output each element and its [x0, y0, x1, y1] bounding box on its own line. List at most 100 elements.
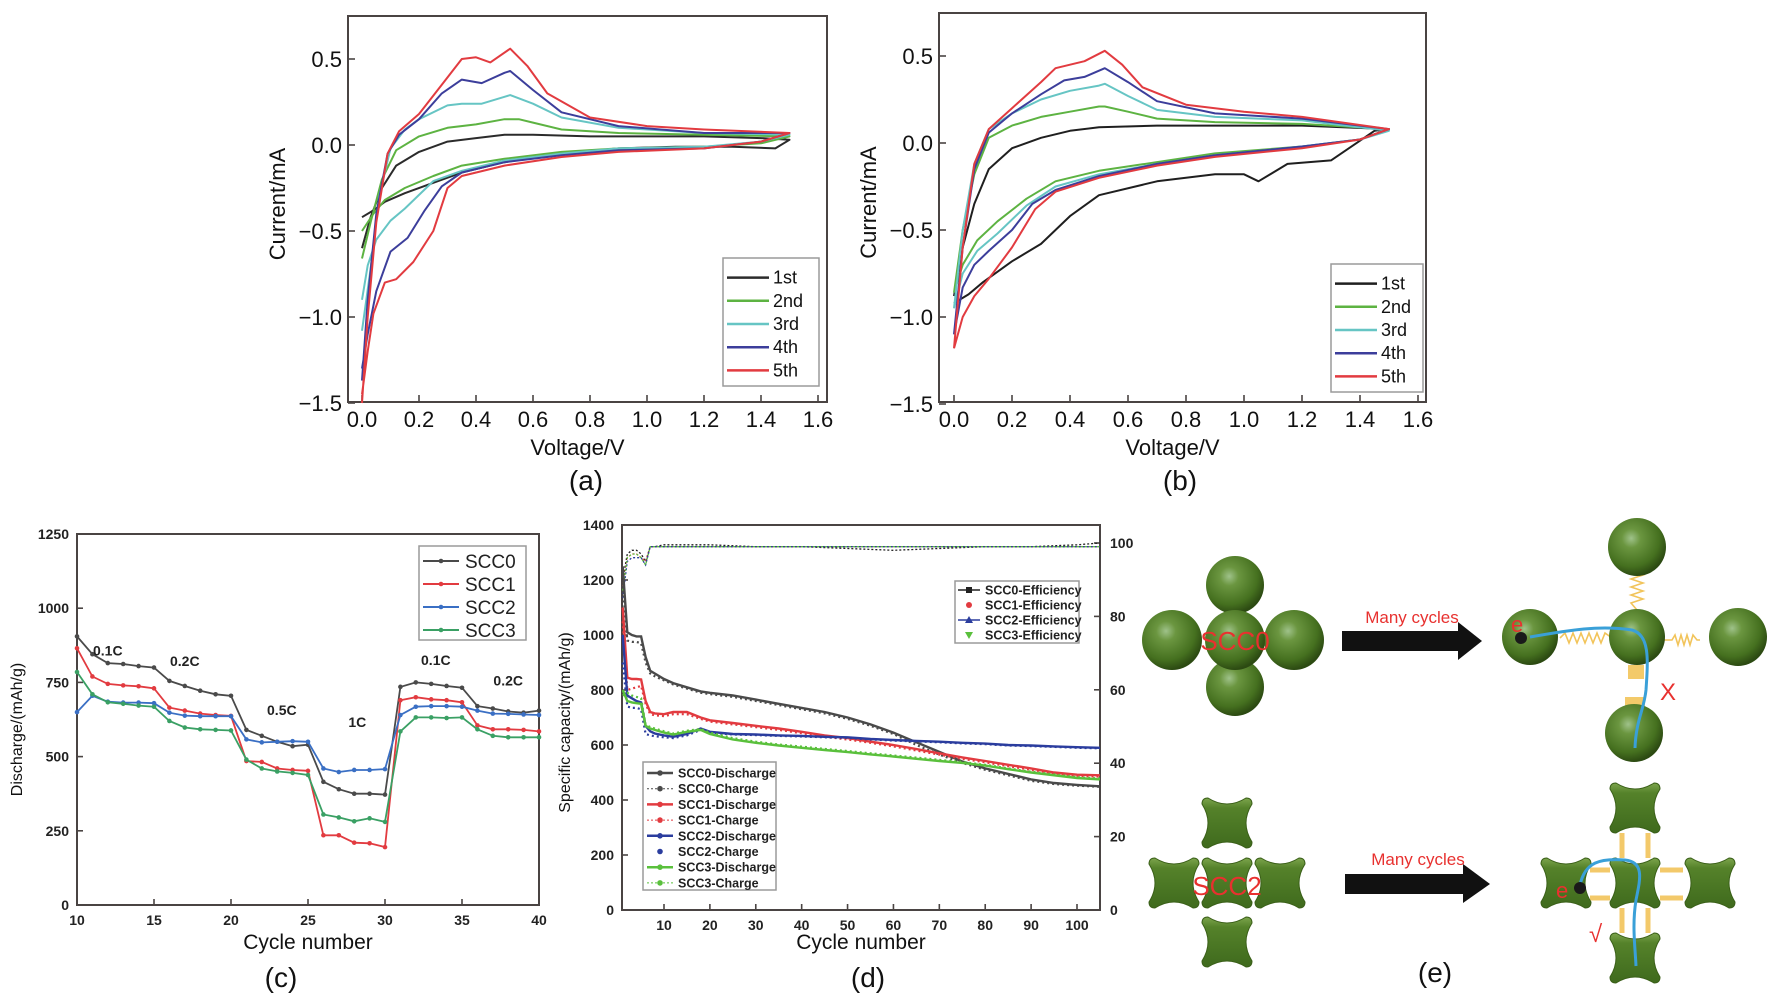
cube-particle: [1609, 782, 1661, 834]
panel-label-b: (b): [1163, 465, 1197, 496]
y-tick-label: 0.5: [311, 47, 342, 72]
data-point-SCC1: [505, 726, 511, 732]
legend-label: 2nd: [773, 291, 803, 311]
cube-particle: [1201, 857, 1253, 909]
data-point-SCC2: [74, 709, 80, 715]
series-line-SCC1: [76, 647, 540, 849]
x-axis-label: Cycle number: [796, 931, 926, 954]
x-tick-label: 0.6: [518, 407, 549, 432]
y-tick-label: 600: [591, 737, 615, 753]
data-point-SCC2: [228, 713, 234, 719]
series-group: [953, 49, 1390, 349]
success-mark: √: [1589, 921, 1603, 948]
x-tick-label: 0.2: [997, 407, 1028, 432]
electron-dot: [1515, 632, 1527, 644]
y-axis-label: Specific capacity/(mAh/g): [557, 632, 574, 813]
data-point-SCC2: [351, 767, 357, 773]
cube-particle: [1148, 857, 1200, 909]
legend-label: SCC2-Efficiency: [985, 614, 1082, 628]
scc2-cluster: [1148, 797, 1306, 968]
spring: [1559, 630, 1613, 646]
data-point-SCC0: [228, 693, 234, 699]
data-point-SCC0: [428, 681, 434, 687]
data-point-SCC1: [336, 832, 342, 838]
data-point-SCC0: [74, 634, 80, 639]
data-point-SCC2: [197, 713, 203, 719]
x-tick-label: 20: [702, 917, 718, 933]
data-point-SCC3: [382, 819, 388, 825]
sphere: [1206, 556, 1264, 614]
data-point-SCC3: [228, 728, 234, 733]
data-point-SCC2: [321, 766, 326, 771]
legend-marker: [438, 581, 444, 587]
y-right-tick-label: 60: [1110, 682, 1126, 698]
cube-particle: [1254, 857, 1306, 909]
data-point-SCC3: [336, 815, 342, 820]
legend-box: [722, 257, 820, 387]
data-point-SCC3: [105, 699, 111, 705]
x-tick-label: 0.4: [1055, 407, 1086, 432]
data-point-SCC3: [521, 735, 526, 740]
legend-label: SCC3: [465, 621, 516, 642]
data-point-SCC0: [244, 727, 249, 733]
arrow-many-cycles-bottom: Many cycles: [1345, 850, 1490, 903]
data-point-SCC3: [367, 816, 372, 821]
legend-box: [1330, 263, 1424, 393]
data-point-SCC3: [136, 703, 141, 708]
y-tick-label: −0.5: [299, 219, 342, 244]
legend-marker: [657, 848, 663, 855]
data-point-SCC0: [459, 685, 465, 691]
x-tick-label: 20: [223, 912, 239, 928]
legend-label: 4th: [773, 337, 798, 357]
electron-dot: [1574, 882, 1586, 894]
series-line-2nd: [361, 118, 791, 259]
data-point-SCC2: [274, 739, 280, 745]
data-point-SCC0: [475, 703, 480, 709]
data-point-SCC3: [90, 691, 95, 697]
data-point-SCC1: [521, 727, 526, 733]
cube-particle: [1201, 797, 1253, 849]
y-tick-label: 1200: [583, 572, 614, 588]
legend-marker: [965, 616, 973, 623]
electron-path: [1529, 626, 1649, 749]
data-point-SCC3: [274, 769, 280, 774]
x-tick-label: 35: [454, 912, 470, 928]
data-point-SCC1: [413, 694, 419, 700]
plot-frame: [621, 524, 1101, 911]
legend-label: SCC0: [465, 552, 516, 573]
x-tick-label: 1.2: [689, 407, 720, 432]
legend-marker: [438, 604, 444, 610]
data-point-SCC1: [167, 705, 172, 710]
y-tick-label: 0.5: [902, 44, 933, 69]
legend-label: SCC2-Discharge: [678, 829, 776, 843]
rate-annotation: 0.1C: [421, 652, 451, 668]
y-axis-label: Current/mA: [265, 147, 290, 260]
series-line-4th: [953, 67, 1390, 335]
data-point-SCC3: [167, 718, 172, 724]
y-right-tick-label: 20: [1110, 829, 1126, 845]
data-point-SCC2: [444, 703, 449, 709]
y-axis-label: Current/mA: [856, 146, 881, 259]
y-right-tick-label: 80: [1110, 608, 1126, 624]
cube-particle: [1609, 857, 1661, 909]
legend-label: SCC1: [465, 575, 516, 596]
legend-marker: [966, 587, 972, 593]
x-tick-label: 1.6: [1403, 407, 1434, 432]
panel-a-cv-chart: 0.0 0.2 0.4 0.6 0.8 1.0 1.2 1.4 1.6 0.5 0.0 −0.5 −1.…: [265, 15, 834, 460]
data-point-SCC2: [182, 713, 188, 718]
x-tick-label: 0.8: [575, 407, 606, 432]
x-tick-label: 0.0: [347, 407, 378, 432]
data-point-SCC1: [305, 768, 311, 774]
data-point-SCC2: [536, 712, 542, 718]
data-point-SCC3: [505, 735, 511, 740]
data-point-SCC1: [367, 840, 372, 846]
x-tick-label: 10: [656, 917, 672, 933]
y-tick-label: 750: [46, 674, 70, 690]
electron-label-top: e: [1511, 612, 1523, 637]
rate-annotation: 1C: [348, 714, 366, 730]
electron-label-bottom: e: [1556, 878, 1568, 903]
x-tick-label: 1.6: [803, 407, 834, 432]
data-point-SCC2: [413, 704, 419, 710]
data-point-SCC3: [120, 701, 126, 707]
data-point-SCC2: [505, 711, 511, 717]
